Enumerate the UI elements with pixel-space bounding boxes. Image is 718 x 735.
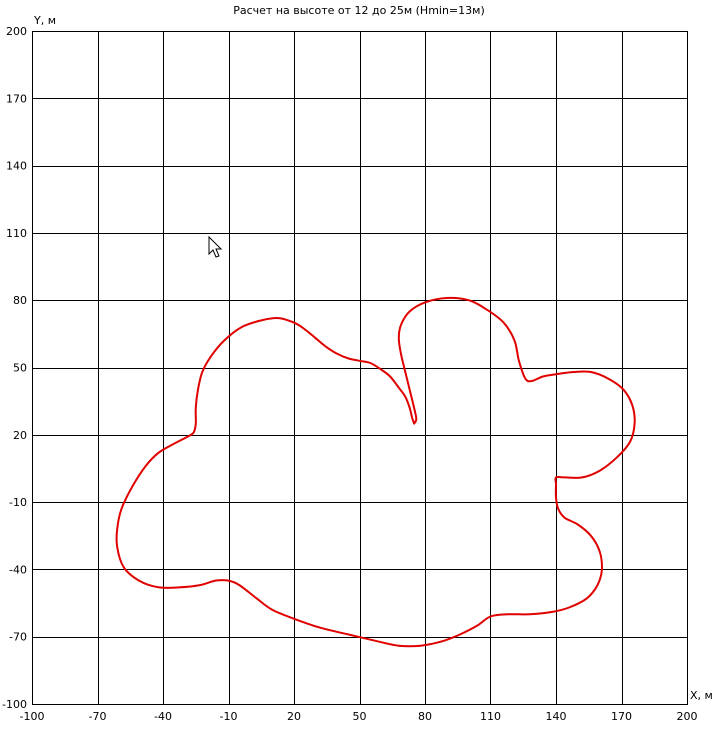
tick-labels: -100 -70 -40 -10 20 50 80 110 140 170 200 -100 -70 -4… xyxy=(2,25,697,723)
y-tick-label: -100 xyxy=(2,698,27,711)
y-tick-label: 140 xyxy=(6,160,27,173)
grid xyxy=(32,31,688,705)
y-tick-label: 200 xyxy=(6,25,27,38)
x-tick-label: 20 xyxy=(287,710,301,723)
x-tick-label: -40 xyxy=(154,710,172,723)
mouse-cursor-icon xyxy=(208,235,223,258)
x-tick-label: 80 xyxy=(418,710,432,723)
x-tick-label: 110 xyxy=(480,710,501,723)
series xyxy=(115,296,636,648)
series-line xyxy=(115,296,636,648)
x-tick-label: -70 xyxy=(89,710,107,723)
x-tick-label: 140 xyxy=(546,710,567,723)
cursor-arrow-shape xyxy=(208,235,223,258)
y-tick-label: -10 xyxy=(9,496,27,509)
y-axis-title: Y, м xyxy=(33,14,56,27)
y-tick-label: 20 xyxy=(13,429,27,442)
x-tick-label: 50 xyxy=(353,710,367,723)
y-tick-label: 170 xyxy=(6,92,27,105)
y-tick-label: -40 xyxy=(9,563,27,576)
x-tick-label: -10 xyxy=(220,710,238,723)
chart-title: Расчет на высоте от 12 до 25м (Hmin=13м) xyxy=(233,4,485,17)
y-tick-label: -70 xyxy=(9,631,27,644)
y-tick-label: 110 xyxy=(6,227,27,240)
y-tick-label: 50 xyxy=(13,362,27,375)
x-tick-label: 200 xyxy=(677,710,698,723)
y-tick-label: 80 xyxy=(13,294,27,307)
x-tick-label: 170 xyxy=(611,710,632,723)
x-tick-label: -100 xyxy=(20,710,45,723)
x-axis-title: X, м xyxy=(690,689,713,702)
